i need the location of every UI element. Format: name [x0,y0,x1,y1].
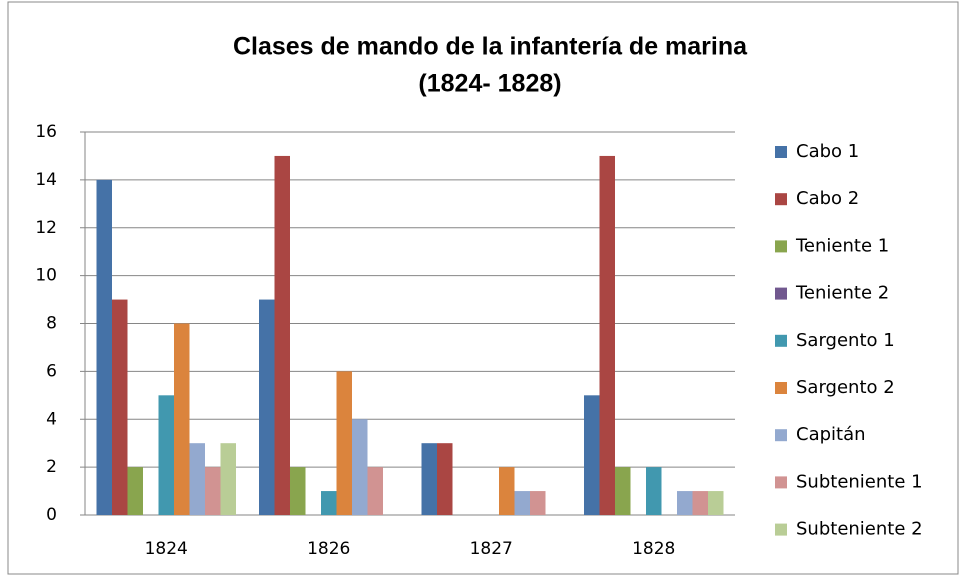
bar [514,491,530,515]
y-tick-label: 0 [46,505,57,525]
legend-swatch [775,240,787,253]
y-tick-label: 6 [46,361,57,381]
x-tick-label: 1828 [632,539,675,559]
legend-swatch [775,287,787,300]
bar [708,491,724,515]
bar [220,443,236,515]
legend-swatch [775,334,787,347]
bar [499,467,515,515]
chart-title: Clases de mando de la infantería de mari… [233,33,748,61]
y-tick-label: 2 [46,457,57,477]
bar [112,299,128,515]
bar [321,491,337,515]
y-tick-label: 4 [46,409,57,429]
legend-label: Teniente 2 [795,283,889,304]
legend-label: Subteniente 1 [796,471,923,492]
bar [96,179,112,515]
y-tick-label: 8 [46,314,57,334]
legend-label: Sargento 2 [796,377,895,398]
legend-label: Cabo 1 [796,141,859,162]
x-tick-label: 1827 [470,539,513,559]
bar [336,371,352,515]
x-tick-label: 1826 [307,539,350,559]
legend-swatch [775,146,787,158]
bar [189,443,205,515]
y-tick-label: 16 [35,122,57,142]
bar [421,443,437,515]
bar [158,395,174,515]
legend-swatch [775,193,787,206]
x-tick-label: 1824 [145,539,188,559]
legend-label: Capitán [796,424,866,445]
legend-label: Cabo 2 [796,188,859,209]
bar [599,155,615,515]
bar [437,443,453,515]
bar [677,491,693,515]
bar [274,155,290,515]
bar [290,467,306,515]
y-tick-label: 12 [35,218,57,238]
legend-swatch [775,523,787,536]
bar [530,491,546,515]
legend-swatch [775,476,787,489]
legend-swatch [775,429,787,442]
bar [127,467,143,515]
legend-swatch [775,382,787,394]
legend-label: Teniente 1 [795,235,889,256]
bar [174,323,190,515]
bar [259,299,275,515]
bar [646,467,662,515]
legend-label: Sargento 1 [796,330,895,351]
bar [352,419,368,515]
y-tick-label: 14 [35,170,57,190]
bar [205,467,221,515]
bar [615,467,631,515]
bar [367,467,383,515]
legend-label: Subteniente 2 [796,519,923,540]
chart-title: (1824- 1828) [418,70,561,98]
bar [692,491,708,515]
y-tick-label: 10 [35,266,57,286]
bar [584,395,600,515]
